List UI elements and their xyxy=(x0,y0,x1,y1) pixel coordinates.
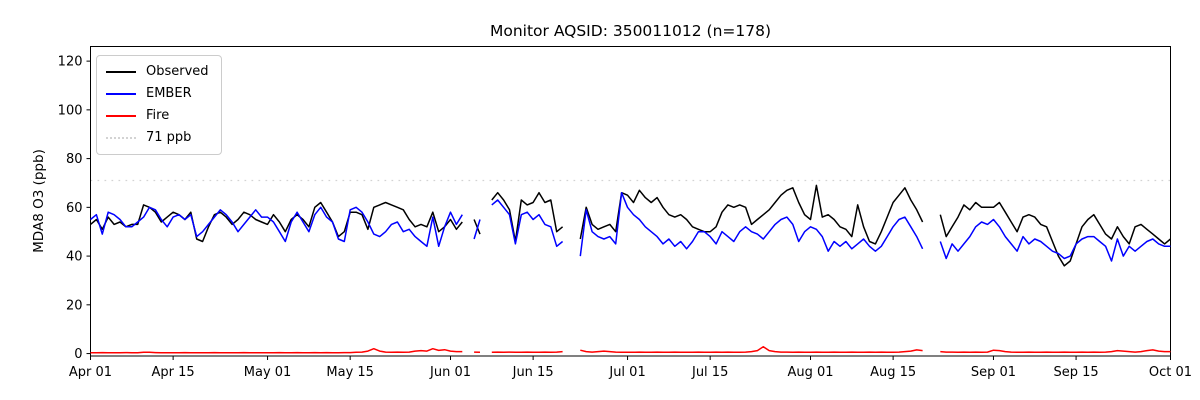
legend-item-threshold: 71 ppb xyxy=(106,129,209,147)
x-tick-label: May 01 xyxy=(244,365,292,380)
chart-title: Monitor AQSID: 350011012 (n=178) xyxy=(489,22,772,40)
observed-line-swatch xyxy=(106,71,136,73)
x-tick-label: Jul 01 xyxy=(608,365,645,380)
y-tick-label: 0 xyxy=(74,347,82,362)
threshold-line-swatch xyxy=(106,137,136,139)
x-tick-label: Apr 15 xyxy=(152,365,195,380)
x-tick-label: Apr 01 xyxy=(69,365,112,380)
legend-label: EMBER xyxy=(146,86,192,101)
ember-line xyxy=(90,191,1171,262)
legend-item-observed: Observed xyxy=(106,63,209,81)
legend-label: Observed xyxy=(146,64,209,79)
legend: Observed EMBER Fire 71 ppb xyxy=(96,55,222,155)
x-tick-label: Jun 01 xyxy=(429,365,471,380)
x-tick-label: Sep 15 xyxy=(1053,365,1098,380)
fire-line-swatch xyxy=(106,115,136,117)
x-tick-label: May 15 xyxy=(326,365,374,380)
x-tick-label: Aug 01 xyxy=(787,365,833,380)
observed-line xyxy=(90,184,1171,267)
plot-border xyxy=(90,46,1171,357)
x-tick-label: Jul 15 xyxy=(691,365,728,380)
x-tick-label: Sep 01 xyxy=(971,365,1016,380)
legend-item-ember: EMBER xyxy=(106,85,209,103)
y-tick-label: 40 xyxy=(66,250,83,265)
legend-item-fire: Fire xyxy=(106,107,209,125)
x-tick-label: Aug 15 xyxy=(870,365,916,380)
y-tick-label: 100 xyxy=(58,103,83,118)
y-tick-label: 20 xyxy=(66,298,83,313)
fire-line xyxy=(90,345,1171,354)
x-tick-label: Oct 01 xyxy=(1149,365,1192,380)
y-tick-label: 80 xyxy=(66,152,83,167)
legend-label: 71 ppb xyxy=(146,130,192,145)
ember-line-swatch xyxy=(106,93,136,95)
legend-label: Fire xyxy=(146,108,170,123)
y-tick-label: 60 xyxy=(66,201,83,216)
y-tick-label: 120 xyxy=(58,55,83,70)
x-tick-label: Jun 15 xyxy=(512,365,554,380)
